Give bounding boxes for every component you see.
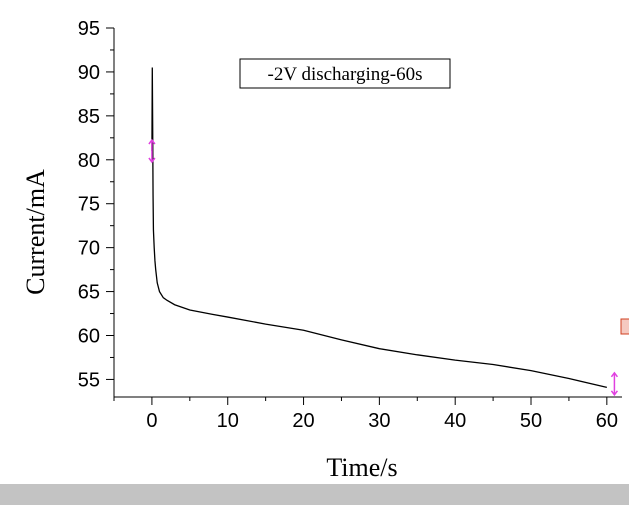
y-tick-label: 90 xyxy=(78,62,100,84)
x-tick-label: 50 xyxy=(520,410,542,432)
clipped-legend-icon xyxy=(620,318,629,335)
x-tick-label: 30 xyxy=(368,410,390,432)
y-tick-label: 95 xyxy=(78,18,100,40)
x-tick-label: 0 xyxy=(146,410,157,432)
annotation-box: -2V discharging-60s xyxy=(239,58,451,89)
annotation-text: -2V discharging-60s xyxy=(268,64,423,85)
bottom-gray-bar xyxy=(0,484,629,505)
y-axis-title: Current/mA xyxy=(21,169,50,295)
y-tick-label: 60 xyxy=(78,326,100,348)
x-axis-title: Time/s xyxy=(326,453,397,482)
tick-labels: 0 10 20 30 40 50 60 55 60 65 70 75 80 85 90 95 xyxy=(78,18,618,432)
x-tick-label: 10 xyxy=(217,410,239,432)
y-tick-label: 65 xyxy=(78,282,100,304)
y-tick-label: 75 xyxy=(78,194,100,216)
y-tick-label: 55 xyxy=(78,369,100,391)
y-tick-label: 80 xyxy=(78,150,100,172)
x-tick-label: 20 xyxy=(292,410,314,432)
x-tick-label: 60 xyxy=(596,410,618,432)
series-line-current xyxy=(151,67,607,388)
x-tick-label: 40 xyxy=(444,410,466,432)
current-vs-time-chart: 0 10 20 30 40 50 60 55 60 65 70 75 80 85 90 95 -2V disc… xyxy=(21,18,629,482)
endpoint-markers xyxy=(148,138,619,397)
endpoint-marker xyxy=(610,371,619,397)
endpoint-marker xyxy=(148,138,156,164)
axis-ticks xyxy=(106,27,608,405)
y-tick-label: 70 xyxy=(78,238,100,260)
y-tick-label: 85 xyxy=(78,106,100,128)
